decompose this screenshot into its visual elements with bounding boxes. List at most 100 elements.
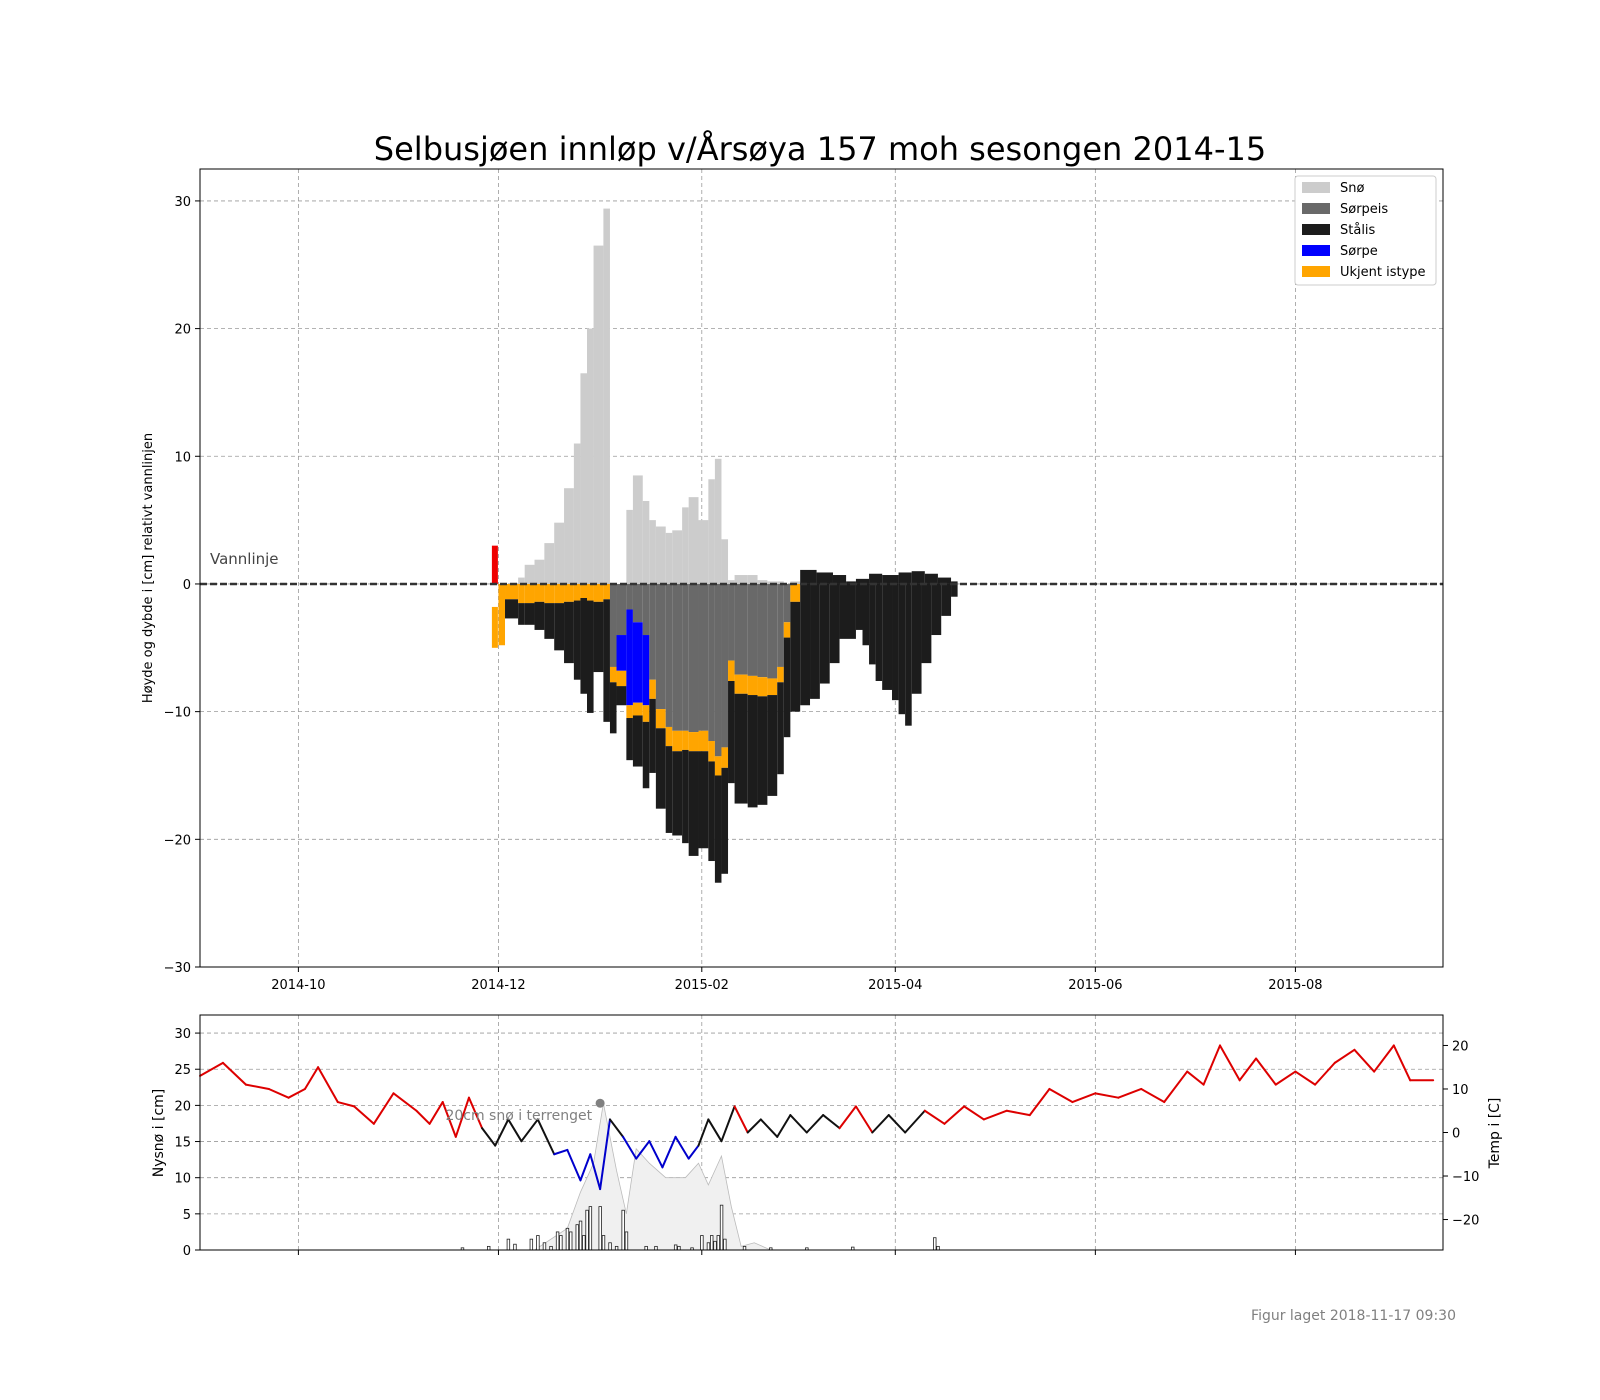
stalis-bar [587, 600, 594, 713]
bottom-y-tick-label: 10 [174, 1172, 191, 1187]
stalis-bar [626, 718, 633, 761]
top-y-tick-label: −20 [164, 833, 191, 848]
temperature-segment [1202, 1044, 1221, 1086]
sorpeis-bar [757, 583, 768, 678]
snow-bar [626, 509, 633, 584]
snow-bar [587, 328, 594, 584]
temperature-segment [822, 1114, 841, 1130]
temperature-segment [353, 1105, 375, 1125]
temperature-segment [428, 1101, 444, 1125]
stalis-bar [616, 686, 627, 706]
new-snow-bar [549, 1245, 553, 1251]
temperature-segment [759, 1118, 779, 1138]
new-snow-bar [569, 1231, 573, 1251]
temperature-segment [923, 1109, 946, 1125]
top-y-tick-label: −10 [164, 706, 191, 721]
chart-title: Selbusjøen innløp v/Årsøya 157 moh seson… [374, 130, 1266, 168]
snow-bar [564, 488, 574, 584]
sorpeis-bar [728, 583, 735, 661]
stalis-bar [777, 682, 784, 775]
stalis-bar [682, 749, 689, 844]
ukjent-bar [554, 583, 565, 604]
ukjent-bar [708, 741, 715, 762]
stalis-bar [734, 693, 748, 804]
bottom-y-tick-label: 15 [174, 1136, 191, 1151]
snow-bar [573, 443, 581, 584]
legend-label: Snø [1340, 181, 1364, 196]
new-snow-bar [936, 1245, 940, 1251]
temperature-segment [566, 1148, 582, 1182]
ice-height-bar [832, 575, 847, 584]
temperature-segment [303, 1066, 320, 1090]
top-x-tick-label: 2014-12 [471, 978, 525, 993]
temperature-segment [648, 1140, 664, 1169]
temperature-segment [1314, 1061, 1336, 1086]
snow-bar [534, 559, 545, 584]
snow-bar [767, 581, 778, 584]
top-x-tick-label: 2015-04 [868, 978, 922, 993]
top-y-axis-label: Høyde og dybde i [cm] relativt vannlinje… [141, 433, 156, 703]
legend-label: Ukjent istype [1340, 265, 1426, 280]
temperature-segment [1353, 1048, 1376, 1073]
top-x-tick-label: 2014-10 [271, 978, 325, 993]
stalis-bar [714, 775, 722, 883]
ukjent-bar [665, 726, 673, 747]
snow-bar [593, 245, 604, 584]
temperature-segment [608, 1118, 625, 1138]
snow-annotation: 20cm snø i terrenget [445, 1098, 605, 1124]
snow-bar [708, 479, 715, 584]
stalis-bar [951, 583, 958, 597]
temperature-segment [599, 1118, 611, 1191]
temperature-segment [1392, 1044, 1412, 1082]
temperature-segment [392, 1092, 418, 1112]
temperature-segment [520, 1118, 539, 1143]
new-snow-bar [719, 1204, 724, 1251]
bottom-y2-tick-label: 10 [1452, 1083, 1469, 1098]
temperature-segment [507, 1118, 523, 1143]
stalis-bar [747, 695, 758, 808]
new-snow-bar [513, 1243, 517, 1251]
snow-bar [747, 575, 758, 584]
new-snow-bar [723, 1238, 727, 1251]
ukjent-bar [642, 705, 650, 722]
top-x-tick-label: 2015-02 [675, 978, 729, 993]
ice-height-bar [816, 572, 833, 584]
weather-panel: 20cm snø i terrenget 0 5 10 15 20 25 30 −20 −10… [151, 1014, 1503, 1259]
new-snow-bar [673, 1244, 678, 1251]
ukjent-bar [757, 677, 768, 697]
legend-label: Stålis [1340, 223, 1376, 238]
ukjent-bar [790, 583, 801, 602]
legend: Snø Sørpeis Stålis Sørpe Ukjent istype [1294, 175, 1437, 286]
top-x-tick-label: 2015-08 [1268, 978, 1322, 993]
snow-bar [777, 581, 784, 584]
bottom-y2-axis-label: Temp i [C] [1487, 1098, 1503, 1170]
annotation-marker [595, 1098, 605, 1108]
temperature-segment [454, 1096, 470, 1138]
ukjent-bar [682, 730, 689, 750]
new-snow-bar [578, 1220, 583, 1251]
figure-footer: Figur laget 2018-11-17 09:30 [1251, 1308, 1456, 1324]
snow-bar [580, 373, 588, 584]
ukjent-bar [518, 583, 525, 604]
ukjent-bar [564, 583, 574, 602]
snow-bar [554, 522, 565, 584]
ukjent-bar [767, 678, 778, 696]
new-snow-bar [582, 1235, 586, 1251]
ukjent-bar [498, 583, 506, 646]
snow-bar [714, 458, 722, 584]
new-snow-bar [742, 1245, 747, 1251]
ukjent-bar [573, 583, 581, 601]
stalis-bar [518, 603, 525, 625]
temperature-segment [1274, 1070, 1297, 1086]
temperature-line [199, 1044, 1435, 1191]
stalis-bar [800, 583, 811, 706]
sorpeis-bar [665, 583, 673, 727]
new-snow-bar [542, 1242, 547, 1251]
new-snow-bar [624, 1231, 629, 1251]
snow-bar [642, 500, 650, 584]
snow-bar [721, 539, 729, 584]
ukjent-bar [534, 583, 545, 602]
sorpeis-bar [626, 583, 633, 610]
temperature-segment [661, 1135, 677, 1169]
